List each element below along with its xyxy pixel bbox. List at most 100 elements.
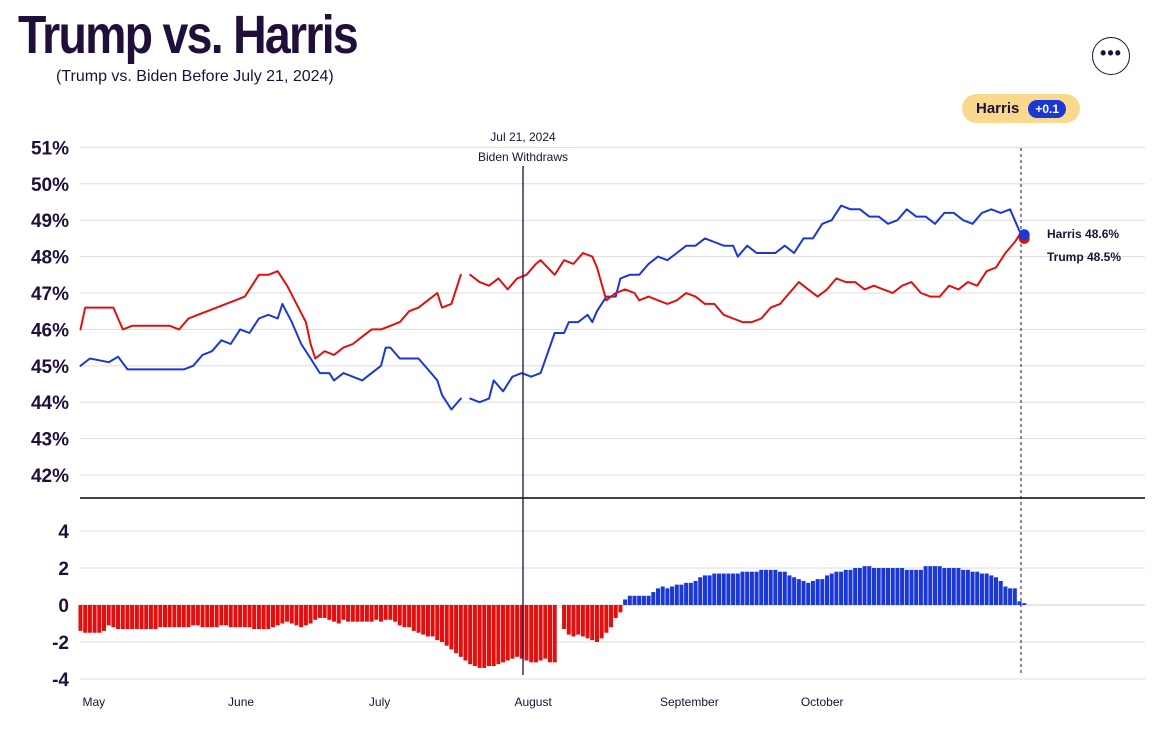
margin-bar [313,605,318,620]
annotation-text: Biden Withdraws [478,150,568,164]
series-line-trump [469,233,1026,324]
harris-end-dot [1018,229,1030,241]
margin-bar [627,595,632,605]
margin-bar [411,605,416,631]
margin-bar [519,605,524,659]
margin-bar [529,605,534,663]
margin-bar [416,605,421,633]
margin-bar [346,605,351,622]
margin-bar [857,568,862,605]
margin-bar [167,605,172,628]
margin-bar [712,573,717,605]
margin-bar [609,605,614,628]
margin-bar [834,571,839,605]
margin-bar [289,605,294,624]
margin-bar [228,605,233,628]
x-tick-label: September [660,695,719,709]
margin-bar [782,571,787,605]
margin-bar [458,605,463,657]
margin-bar [975,571,980,605]
margin-bar [599,605,604,639]
bottom-y-tick-labels: 4 2 0 -2 -4 [52,522,69,691]
x-tick-label: August [514,695,552,709]
margin-bar [491,605,496,667]
margin-bar [148,605,153,630]
margin-bar [932,566,938,605]
y-tick-label: 2 [58,559,69,580]
margin-bar [998,580,1003,605]
margin-bar [745,571,750,605]
margin-bar [435,605,440,641]
series-lines [79,204,1026,411]
margin-bar [590,605,595,641]
x-tick-label: July [369,695,390,709]
margin-bar [660,586,665,605]
margin-bar [317,605,322,618]
margin-bar [463,605,468,661]
y-tick-label: -2 [52,633,69,654]
chart-subtitle: (Trump vs. Biden Before July 21, 2024) [56,68,334,85]
margin-bar [604,605,609,633]
margin-bar [552,605,557,663]
margin-bar [224,605,229,626]
margin-bar [923,566,928,605]
margin-bar [670,586,675,605]
margin-bar [848,569,853,605]
margin-bar [989,575,994,605]
series-line-harris [469,204,1026,404]
margin-bar [332,605,337,622]
margin-bar [806,582,811,605]
annotation-group: Jul 21, 2024 Biden Withdraws [478,130,568,675]
margin-bar [374,605,379,620]
margin-bar [740,571,745,605]
margin-bar [388,605,393,620]
margin-bar [209,605,214,628]
margin-bar [641,595,646,605]
margin-bar [533,605,538,663]
margin-bar [101,605,106,631]
margin-bar [454,605,459,654]
leader-margin: +0.1 [1028,99,1067,118]
margin-bar [219,605,224,626]
leader-badge: Harris +0.1 [962,94,1080,123]
margin-bar [698,577,703,605]
margin-bar [383,605,388,620]
margin-bar [191,605,196,626]
margin-bar [407,605,412,628]
margin-bar [576,605,581,635]
margin-bar [341,605,346,620]
margin-bar [120,605,125,630]
margin-bar [679,584,684,605]
margin-bar [970,571,975,605]
margin-bar [566,605,571,635]
margin-bar [951,568,956,605]
margin-bar [214,605,219,628]
y-tick-label: -4 [52,670,69,691]
margin-bar [632,595,637,605]
top-gridlines [80,146,1145,499]
margin-bar [280,605,285,624]
margin-bar [956,568,961,605]
margin-bar [637,595,642,605]
margin-bar [773,569,778,605]
y-tick-label: 42% [31,466,69,487]
margin-bar [350,605,355,622]
margin-bar [754,571,759,605]
margin-bar [618,605,623,613]
margin-bar [585,605,590,639]
margin-bar [515,605,520,657]
margin-bar [651,592,656,605]
margin-bar [270,605,276,628]
y-tick-label: 47% [31,284,69,305]
margin-bar [421,605,426,635]
margin-bar [261,605,266,630]
margin-bar [862,566,867,605]
margin-bar [97,605,102,633]
more-options-button[interactable]: ••• [1092,37,1130,75]
margin-bar [839,571,844,605]
margin-bar [397,605,402,626]
margin-bar [824,575,830,605]
chart-title: Trump vs. Harris [18,5,359,65]
series-line-harris [79,302,462,411]
